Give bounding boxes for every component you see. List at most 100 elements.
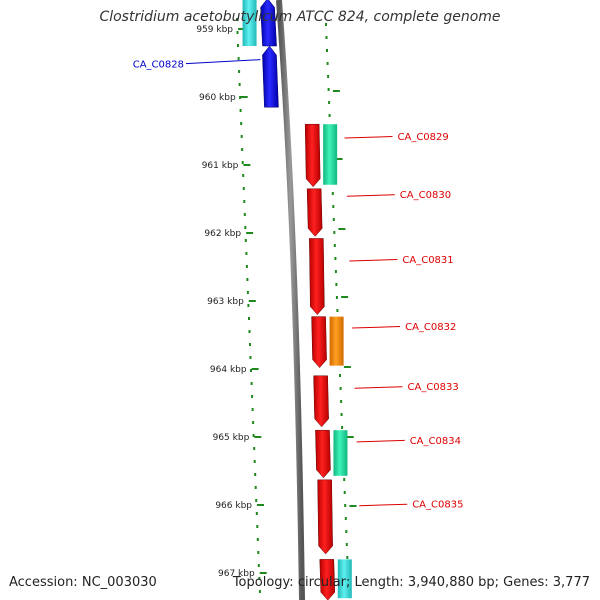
tick-label: 964 kbp [210,365,247,375]
gc-dot-inner [252,434,255,437]
genes-value: 3,777 [552,575,590,590]
accession-info: Accession: NC_003030 [9,575,157,590]
cog-block [323,124,338,185]
gc-dot-outer [341,426,344,429]
gc-dot-inner [242,174,245,177]
gc-dot-outer [345,543,348,546]
gene-arrow-reverse [306,188,323,237]
gc-dot-outer [334,270,337,273]
gc-dot-outer [326,49,328,52]
length-value: 3,940,880 bp [407,575,495,590]
gc-dot-inner [244,239,247,242]
label-leader-line [352,326,401,329]
tick-label: 966 kbp [215,501,252,511]
tick-mark [259,572,267,574]
tick-mark [240,96,248,98]
gc-dot-outer [340,400,343,403]
backbone-arc [276,0,305,600]
tick-mark [254,436,262,438]
gc-dot-inner [257,564,260,567]
gc-dot-inner [242,187,245,190]
cog-block [329,316,344,366]
gene-features [242,0,352,600]
gc-dot-outer [332,218,335,221]
gc-dot-inner [238,83,241,86]
gc-dot-outer [335,296,338,299]
label-leader-line [344,136,393,139]
tick-label: 962 kbp [204,229,241,239]
gc-dot-inner [241,161,244,164]
gc-dot-inner [247,304,250,307]
gc-dot-inner [255,512,258,515]
gc-dot-inner [258,590,261,593]
gc-dot-outer [336,309,339,312]
gene-labels: CA_C0828 CA_C0829 CA_C0830 CA_C0831 CA_C0832… [133,59,463,511]
gene-arrow-reverse [311,316,327,369]
gc-dot-inner [248,330,251,333]
tick-mark [251,368,259,370]
map-title: Clostridium acetobutylicum ATCC 824, com… [99,9,501,25]
gene-label: CA_C0831 [402,255,453,266]
gc-dot-inner [240,122,243,125]
gc-dot-outer [331,192,334,195]
gc-dot-inner [255,499,258,502]
gc-dot-inner [243,213,246,216]
cog-block [337,559,352,599]
gene-label: CA_C0829 [398,132,449,143]
gc-dot-inner [250,369,252,372]
gc-dot-inner [256,525,259,528]
gc-dot-outer [333,244,336,247]
label-leader-line [356,439,405,443]
gene-label: CA_C0828 [133,60,184,71]
gene-arrow-reverse [313,375,329,428]
gc-mark [349,505,357,507]
gc-dot-outer [325,36,328,39]
gc-dot-outer [327,75,330,78]
topology-label: Topology: [232,575,294,590]
gc-mark [335,158,343,160]
gc-dot-inner [251,395,254,398]
gc-dot-outer [333,231,336,234]
gc-dot-inner [243,200,246,203]
gc-dot-outer [335,283,338,286]
tick-label: 963 kbp [207,297,244,307]
gene-label: CA_C0834 [410,436,461,447]
gc-dot-inner [253,460,256,463]
gc-dot-outer [345,530,348,533]
gc-dot-inner [238,70,241,73]
gc-dot-outer [344,504,347,507]
gc-dot-outer [326,62,329,65]
gc-dot-inner [256,538,259,541]
tick-mark [257,504,264,506]
gc-dot-inner [237,57,240,60]
scale-ticks: 959 kbp 960 kbp 961 kbp 962 kbp 963 kbp 964 k… [196,25,267,579]
gc-dot-outer [340,413,343,416]
gc-dot-inner [250,382,253,385]
gc-mark [341,296,349,298]
length-label: Length: [354,575,404,590]
accession-label: Accession: [9,575,78,590]
gc-dot-outer [334,257,337,260]
label-leader-line [185,59,261,65]
genome-summary: Topology: circular; Length: 3,940,880 bp… [232,575,590,590]
gc-dot-outer [332,205,335,208]
gc-dot-inner [236,18,238,21]
gc-dot-outer [343,491,346,494]
tick-label: 961 kbp [202,161,239,171]
gene-label: CA_C0832 [405,322,456,333]
gc-dot-outer [346,556,349,559]
gc-dot-inner [258,577,261,580]
gc-dot-outer [327,88,330,91]
topology-value: circular [297,575,346,590]
gene-arrow-forward [260,0,277,47]
gc-dot-outer [339,387,342,390]
genes-label: Genes: [503,575,549,590]
label-leader-line [359,503,408,507]
gc-dot-inner [237,44,239,47]
genome-backbone [276,0,305,600]
gene-arrow-reverse [304,123,321,188]
label-leader-line [349,259,398,262]
gc-dot-inner [257,551,260,554]
